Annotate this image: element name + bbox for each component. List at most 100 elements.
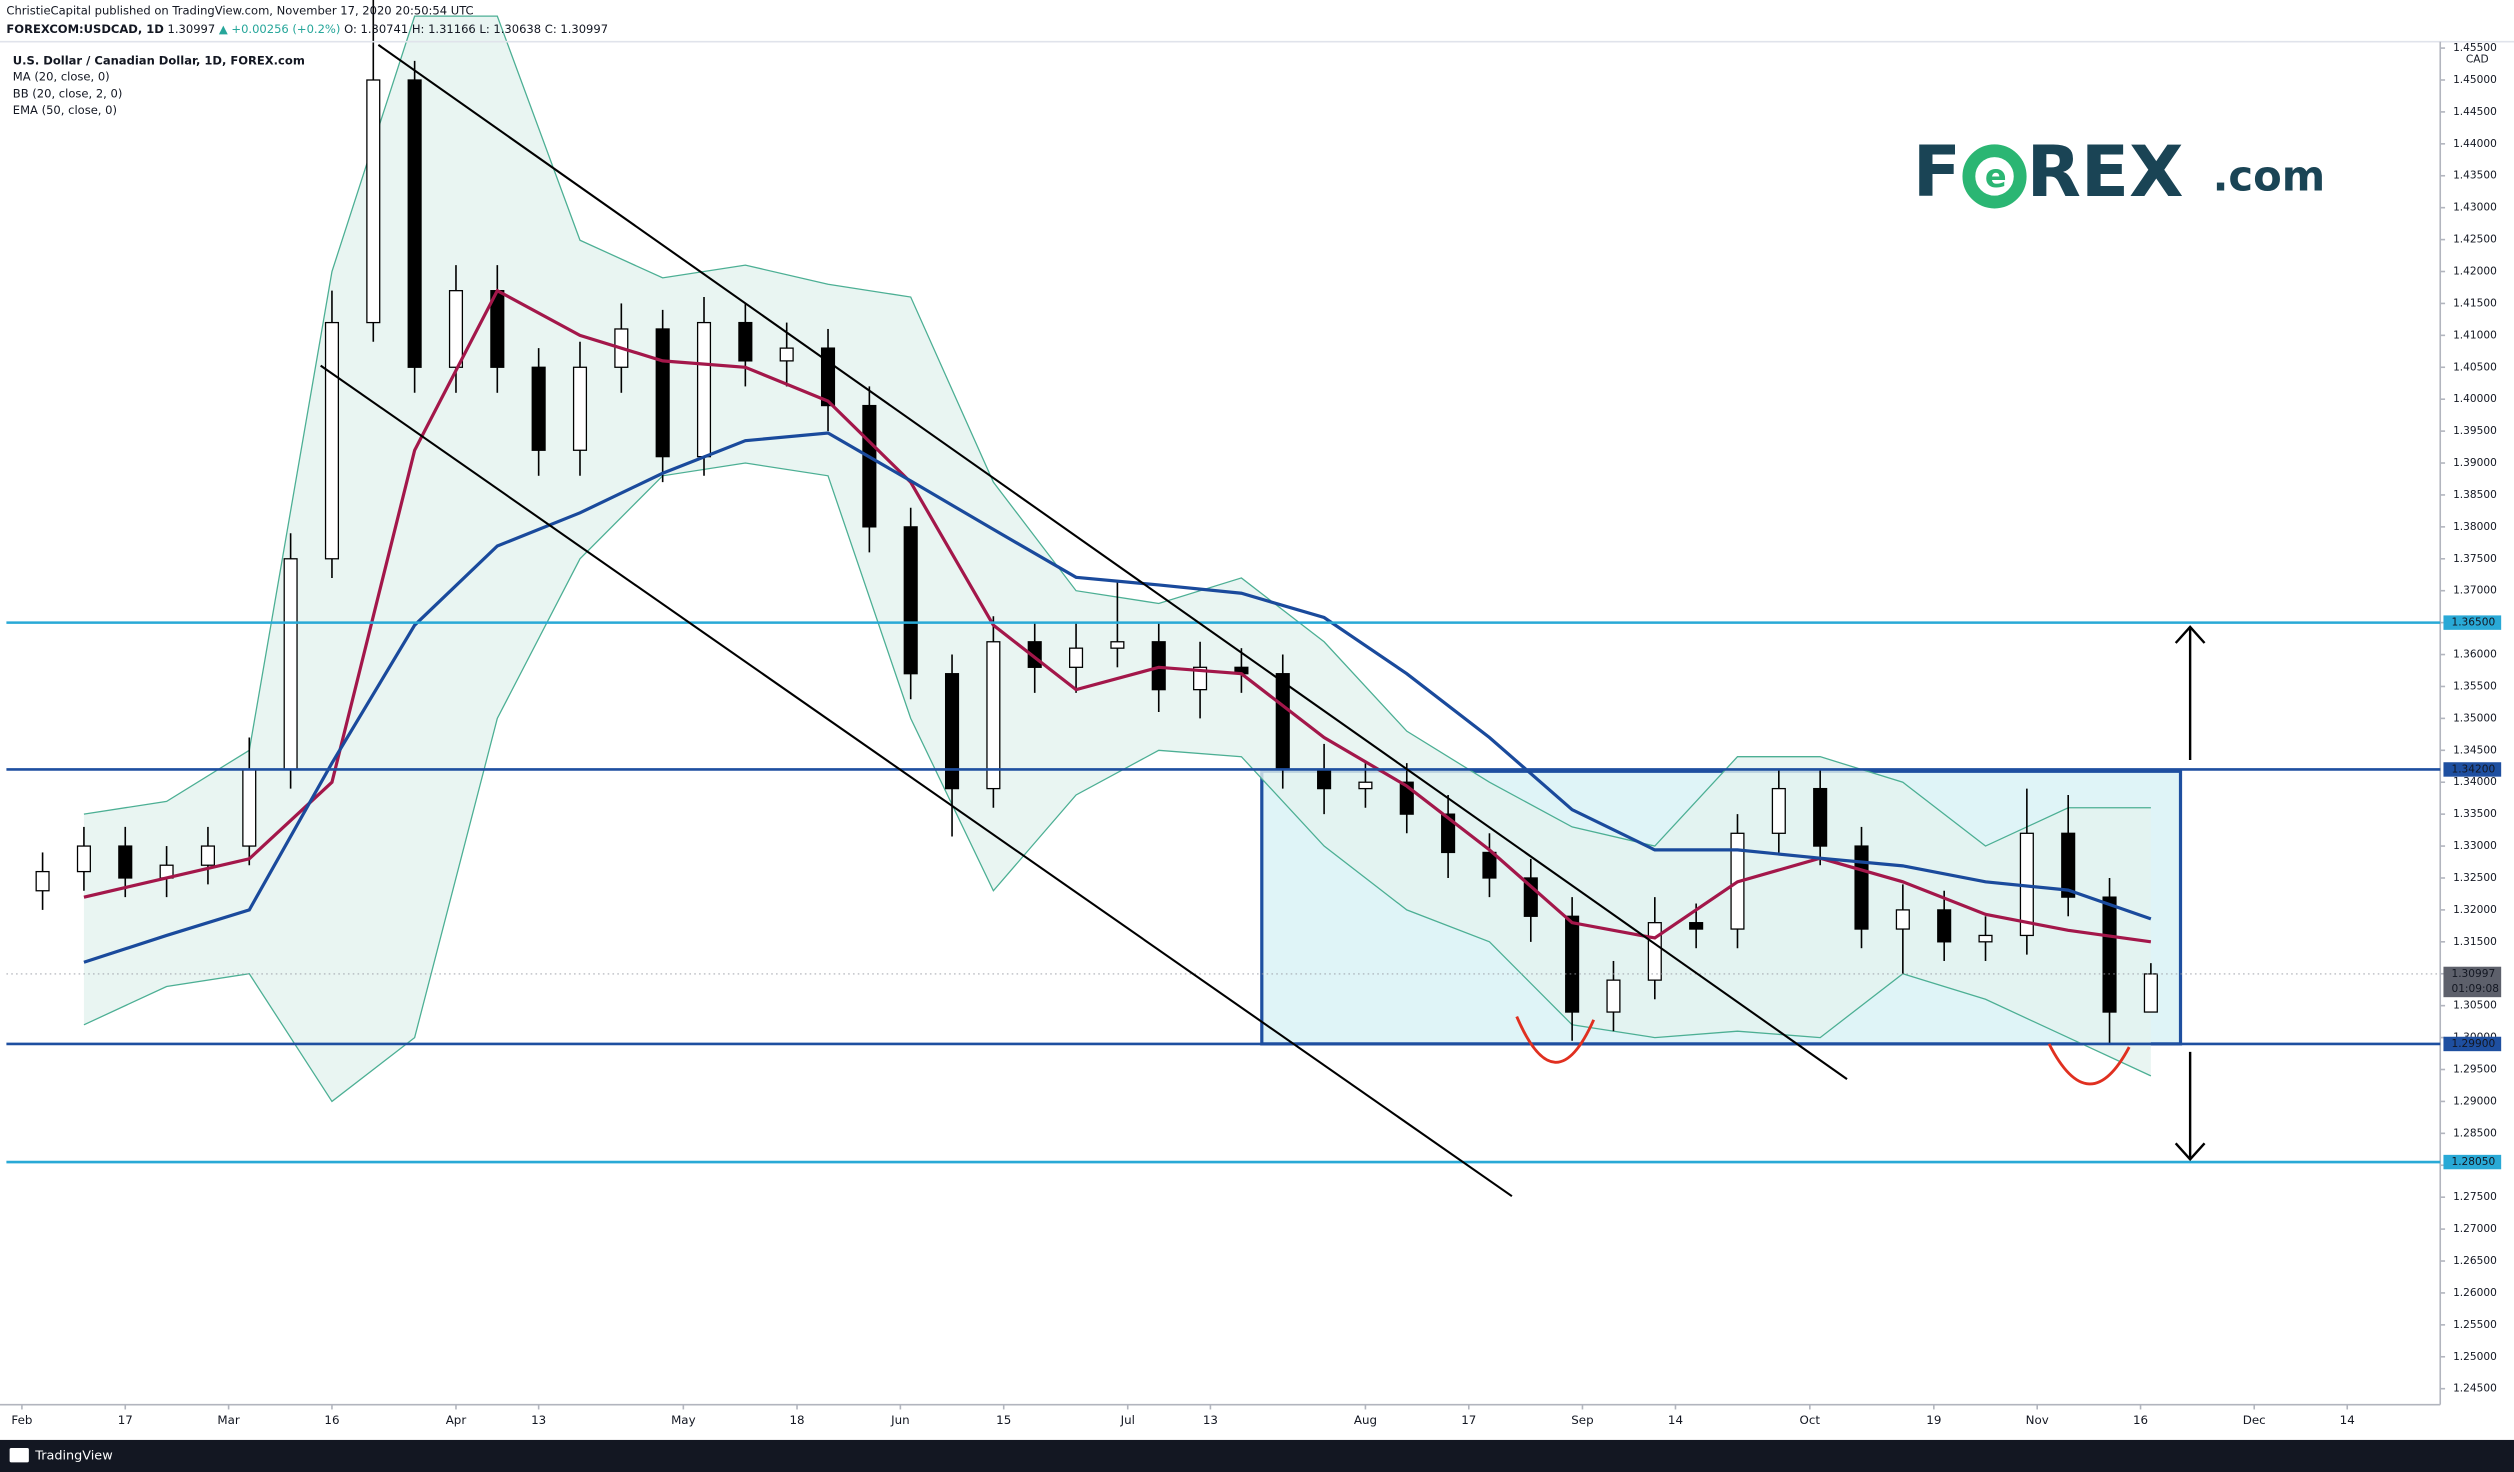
close: C: 1.30997 <box>545 21 608 35</box>
candle-body <box>2143 973 2158 1013</box>
level-label-box <box>2443 1154 2502 1170</box>
candle-body <box>696 321 712 458</box>
level-label: 1.29900 <box>2451 1038 2495 1050</box>
y-tick-label: 1.28500 <box>2453 1127 2497 1139</box>
high: H: 1.31166 <box>412 21 476 35</box>
logo-icon <box>1962 144 2027 209</box>
y-tick-label: 1.27500 <box>2453 1191 2497 1203</box>
candle-body <box>531 366 546 451</box>
x-tick-label: Aug <box>1354 1413 1377 1427</box>
level-label: 1.36500 <box>2451 617 2495 629</box>
chart-title: U.S. Dollar / Canadian Dollar, 1D, FOREX… <box>13 53 305 67</box>
y-tick-label: 1.27000 <box>2453 1223 2497 1235</box>
candle-body <box>118 845 133 879</box>
last-price-box <box>2443 966 2502 998</box>
legend-entry: MA (20, close, 0) <box>13 69 110 83</box>
bottom-arc <box>1515 1016 1596 1064</box>
candle-body <box>1895 909 1910 930</box>
trend-line <box>377 44 1848 1080</box>
logo-icon-mark: e <box>1985 157 2007 195</box>
arrow-head <box>2174 625 2206 644</box>
y-tick-label: 1.34000 <box>2453 776 2497 788</box>
y-tick-label: 1.29500 <box>2453 1063 2497 1075</box>
x-tick-label: 14 <box>2340 1413 2355 1427</box>
x-tick-label: Mar <box>217 1413 239 1427</box>
candle-body <box>407 79 422 368</box>
open: O: 1.30741 <box>344 21 408 35</box>
y-tick-label: 1.40500 <box>2453 361 2497 373</box>
candle-body <box>366 79 381 324</box>
indicator-line <box>83 462 2152 1103</box>
change: ▲ +0.00256 (+0.2%) <box>219 21 341 35</box>
candle-body <box>1110 641 1125 649</box>
candle-body <box>1565 915 1580 1013</box>
candle-body <box>242 768 257 847</box>
candle-body <box>1441 813 1456 854</box>
y-tick-label: 1.24500 <box>2453 1383 2497 1395</box>
x-tick-label: 14 <box>1668 1413 1683 1427</box>
y-tick-label: 1.36000 <box>2453 649 2497 661</box>
x-tick-label: 16 <box>2133 1413 2148 1427</box>
x-tick-label: 16 <box>324 1413 339 1427</box>
author-line: ChristieCapital published on TradingView… <box>6 4 473 18</box>
plot <box>35 0 2158 1103</box>
x-tick-label: Dec <box>2243 1413 2266 1427</box>
axis-unit: CAD <box>2466 53 2489 65</box>
y-tick-label: 1.26000 <box>2453 1287 2497 1299</box>
low: L: 1.30638 <box>479 21 541 35</box>
legend-entry: BB (20, close, 2, 0) <box>13 86 123 100</box>
bottom-arc <box>2047 1043 2131 1086</box>
y-tick-label: 1.33000 <box>2453 840 2497 852</box>
x-tick-label: Apr <box>446 1413 467 1427</box>
candle-body <box>903 526 918 675</box>
y-tick-label: 1.43500 <box>2453 170 2497 182</box>
candle-body <box>572 366 588 451</box>
drawings <box>320 44 2206 1198</box>
candle-body <box>1647 922 1662 981</box>
y-tick-label: 1.35000 <box>2453 712 2497 724</box>
y-tick-label: 1.26500 <box>2453 1255 2497 1267</box>
candle-body <box>76 845 91 873</box>
candle-body <box>448 290 464 368</box>
candle-body <box>862 404 877 528</box>
x-tick-label: 13 <box>1203 1413 1218 1427</box>
y-tick-label: 1.39500 <box>2453 425 2497 437</box>
candle-body <box>1193 666 1208 691</box>
y-tick-label: 1.38500 <box>2453 489 2497 501</box>
last: 1.30997 <box>168 21 216 35</box>
y-tick-label: 1.42000 <box>2453 266 2497 278</box>
last-price-label: 1.30997 <box>2451 968 2495 980</box>
candle-body <box>820 347 836 407</box>
indicator-line <box>83 431 2152 964</box>
candle-body <box>2061 832 2076 898</box>
x-tick-label: Nov <box>2026 1413 2049 1427</box>
level-label-box <box>2443 1036 2502 1052</box>
indicator-line <box>83 288 2152 944</box>
y-tick-label: 1.37000 <box>2453 585 2497 597</box>
candle-body <box>1813 787 1828 847</box>
x-tick-label: May <box>671 1413 696 1427</box>
candle-body <box>655 328 670 458</box>
candle-body <box>1854 845 1869 930</box>
x-tick-label: Feb <box>11 1413 32 1427</box>
y-tick-label: 1.35500 <box>2453 680 2497 692</box>
y-tick-label: 1.32500 <box>2453 872 2497 884</box>
x-tick-label: Jun <box>890 1413 910 1427</box>
x-tick-label: Sep <box>1571 1413 1593 1427</box>
band-area <box>83 16 2151 1102</box>
candle-body <box>738 321 753 362</box>
candle-body <box>1358 781 1373 790</box>
y-tick-label: 1.44500 <box>2453 106 2497 118</box>
candle-body <box>1275 673 1290 771</box>
candle-body <box>1978 934 1993 943</box>
y-tick-label: 1.41500 <box>2453 297 2497 309</box>
candle-body <box>283 558 298 771</box>
candle-body <box>1317 768 1332 790</box>
level-label: 1.34200 <box>2451 763 2495 775</box>
x-tick-label: 19 <box>1926 1413 1941 1427</box>
candle-body <box>944 673 960 790</box>
y-tick-label: 1.41000 <box>2453 329 2497 341</box>
logo-text: F <box>1913 131 1961 213</box>
footer-brand: TradingView <box>34 1448 112 1463</box>
